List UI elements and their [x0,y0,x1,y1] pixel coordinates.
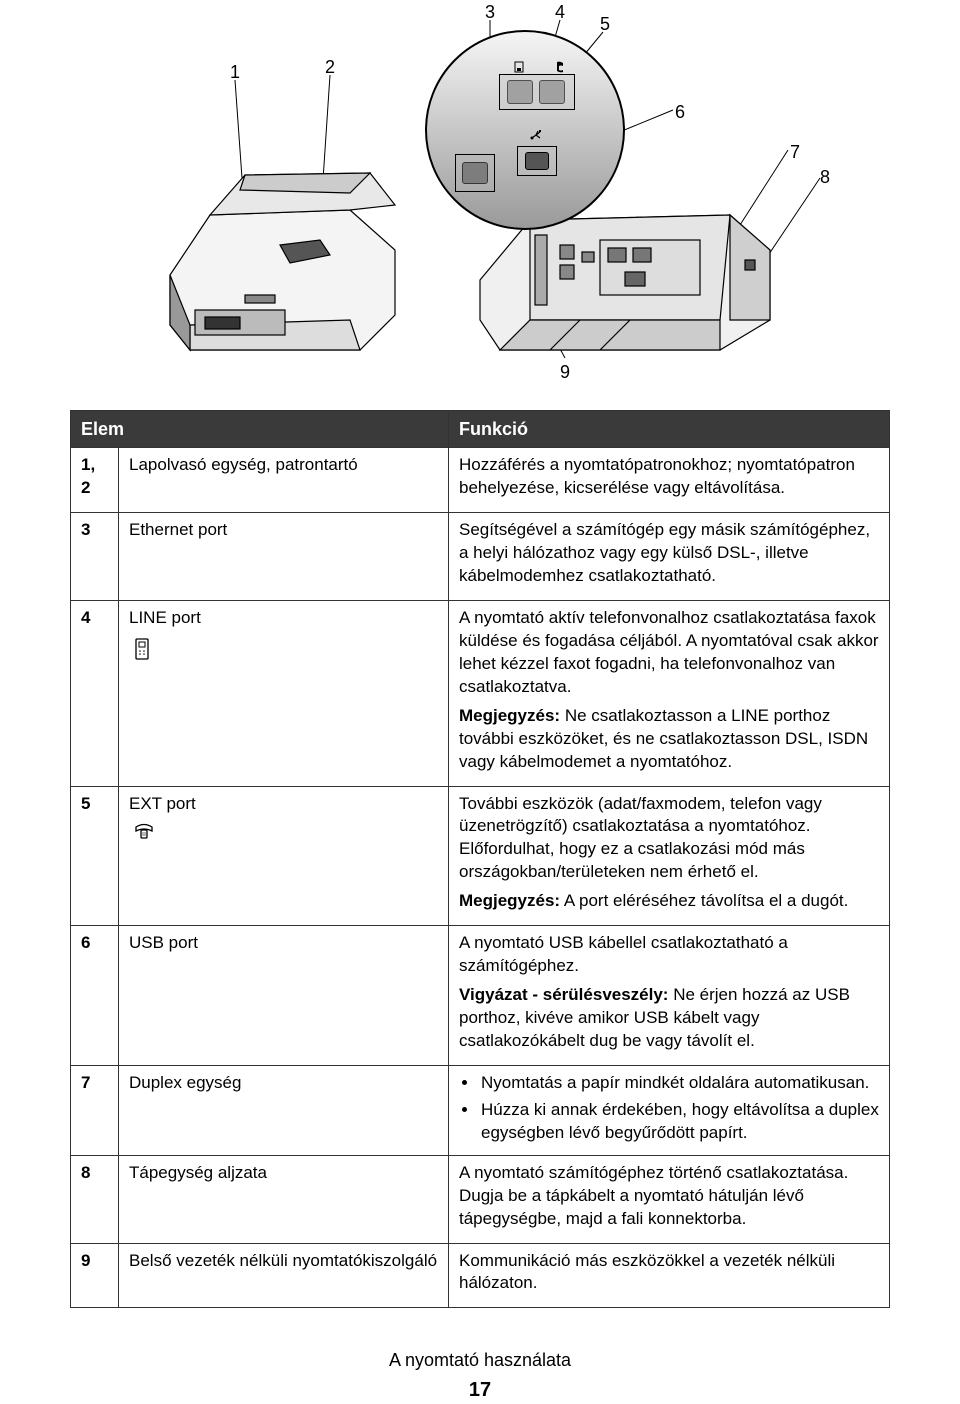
row-name-text: LINE port [129,607,438,630]
row-number: 6 [71,926,119,1066]
row-name: Ethernet port [119,513,449,601]
func-paragraph: Segítségével a számítógép egy másik szám… [459,519,879,588]
parts-table: Elem Funkció 1, 2 Lapolvasó egység, patro… [70,410,890,1308]
phone-icon [554,60,568,74]
printer-diagram: 1 2 3 4 5 6 7 8 9 [70,0,890,390]
port-detail-circle [425,30,625,230]
func-note: Megjegyzés: Ne csatlakoztasson a LINE po… [459,705,879,774]
page-footer: A nyomtató használata 17 [70,1348,890,1403]
row-name: Duplex egység [119,1065,449,1155]
func-bullet: Nyomtatás a papír mindkét oldalára autom… [479,1072,879,1095]
row-name-text: Lapolvasó egység, patrontartó [129,454,438,477]
row-name-text: Tápegység aljzata [129,1162,438,1185]
row-name: USB port [119,926,449,1066]
table-row: 5 EXT port További eszközök (adat/faxmodem… [71,786,890,926]
row-number: 4 [71,600,119,786]
port-housing-top [499,74,575,110]
table-row: 7 Duplex egység Nyomtatás a papír mindkét … [71,1065,890,1155]
table-row: 3 Ethernet port Segítségével a számítógép … [71,513,890,601]
row-name-text: Ethernet port [129,519,438,542]
row-name: Belső vezeték nélküli nyomtatókiszolgáló [119,1243,449,1308]
func-warning: Vigyázat - sérülésveszély: Ne érjen hozz… [459,984,879,1053]
func-note: Megjegyzés: A port eléréséhez távolítsa … [459,890,879,913]
table-row: 9 Belső vezeték nélküli nyomtatókiszolgál… [71,1243,890,1308]
row-number: 3 [71,513,119,601]
row-name-text: USB port [129,932,438,955]
func-paragraph: A nyomtató aktív telefonvonalhoz csatlak… [459,607,879,699]
header-item: Elem [71,411,449,448]
row-number: 1, 2 [71,448,119,513]
row-name: Tápegység aljzata [119,1155,449,1243]
row-function: A nyomtató számítógéphez történő csatlak… [449,1155,890,1243]
row-name: Lapolvasó egység, patrontartó [119,448,449,513]
footer-page-number: 17 [70,1377,890,1404]
row-function: Segítségével a számítógép egy másik szám… [449,513,890,601]
line-socket-icon [512,60,526,74]
header-func: Funkció [449,411,890,448]
table-header-row: Elem Funkció [71,411,890,448]
func-bullet-list: Nyomtatás a papír mindkét oldalára autom… [479,1072,879,1145]
row-function: Kommunikáció más eszközökkel a vezeték n… [449,1243,890,1308]
row-function: Hozzáférés a nyomtatópatronokhoz; nyomta… [449,448,890,513]
table-row: 4 LINE port A nyomtató aktív telefonvonalh… [71,600,890,786]
row-function: A nyomtató aktív telefonvonalhoz csatlak… [449,600,890,786]
func-paragraph: A nyomtató számítógéphez történő csatlak… [459,1162,879,1231]
row-number: 7 [71,1065,119,1155]
func-paragraph: A nyomtató USB kábellel csatlakoztatható… [459,932,879,978]
usb-trident-icon [529,128,543,142]
row-name: LINE port [119,600,449,786]
row-name: EXT port [119,786,449,926]
line-port-icon [133,638,438,667]
func-paragraph: Hozzáférés a nyomtatópatronokhoz; nyomta… [459,454,879,500]
func-paragraph: További eszközök (adat/faxmodem, telefon… [459,793,879,885]
table-row: 6 USB port A nyomtató USB kábellel csatlak… [71,926,890,1066]
port-6-usb [525,152,549,170]
row-function: A nyomtató USB kábellel csatlakoztatható… [449,926,890,1066]
row-function: Nyomtatás a papír mindkét oldalára autom… [449,1065,890,1155]
func-paragraph: Kommunikáció más eszközökkel a vezeték n… [459,1250,879,1296]
row-function: További eszközök (adat/faxmodem, telefon… [449,786,890,926]
func-bullet: Húzza ki annak érdekében, hogy eltávolít… [479,1099,879,1145]
row-number: 5 [71,786,119,926]
ext-port-icon [133,823,438,848]
table-row: 1, 2 Lapolvasó egység, patrontartó Hozzáfé… [71,448,890,513]
row-number: 8 [71,1155,119,1243]
footer-section-title: A nyomtató használata [70,1348,890,1372]
port-housing-ethernet [455,154,495,192]
row-name-text: EXT port [129,793,438,816]
row-number: 9 [71,1243,119,1308]
table-row: 8 Tápegység aljzata A nyomtató számítógéph… [71,1155,890,1243]
row-name-text: Belső vezeték nélküli nyomtatókiszolgáló [129,1250,438,1273]
row-name-text: Duplex egység [129,1072,438,1095]
printer-front-sketch [150,155,410,365]
